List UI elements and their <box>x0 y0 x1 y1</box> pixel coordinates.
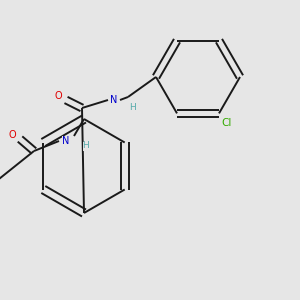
Text: N: N <box>62 136 70 146</box>
Text: O: O <box>8 130 16 140</box>
Text: Cl: Cl <box>222 118 232 128</box>
Text: O: O <box>54 91 62 101</box>
Text: N: N <box>110 95 118 105</box>
Text: H: H <box>129 103 135 112</box>
Text: H: H <box>82 142 89 151</box>
